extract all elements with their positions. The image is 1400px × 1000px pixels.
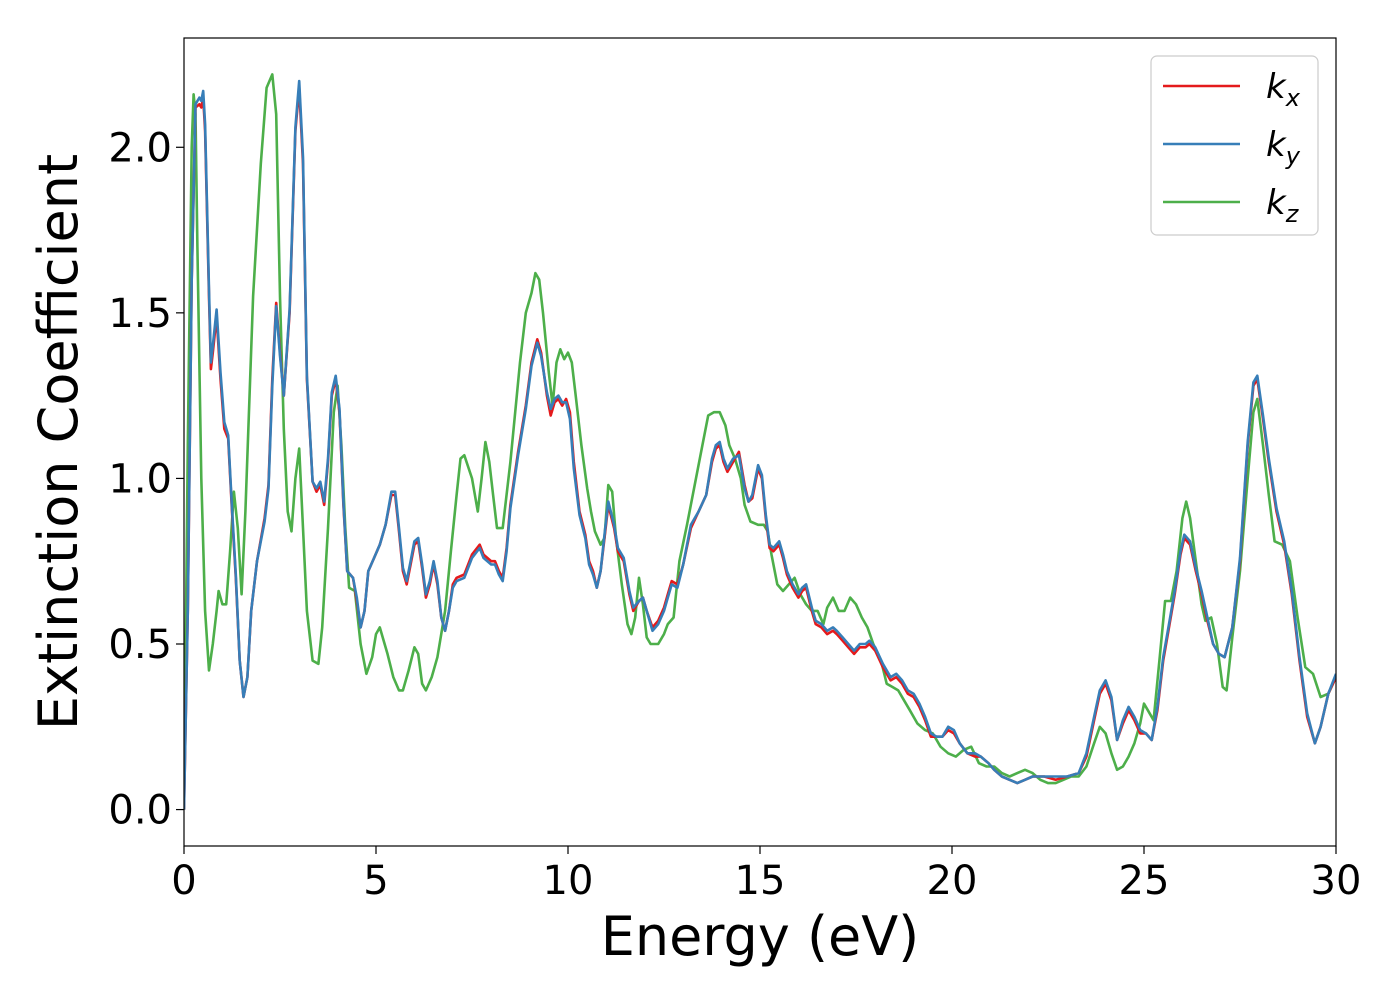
x-tick-label: 30	[1311, 858, 1362, 904]
y-tick-label: 0.0	[108, 788, 172, 834]
y-tick-label: 1.5	[108, 291, 172, 337]
legend-label-subscript: z	[1285, 200, 1300, 228]
legend-label-subscript: x	[1285, 84, 1301, 112]
legend-label-main: k	[1266, 67, 1287, 107]
series-line-kz	[184, 73, 1336, 810]
legend-label-main: k	[1266, 183, 1287, 223]
y-axis-title: Extinction Coefficient	[27, 154, 90, 730]
y-tick-label: 1.0	[108, 456, 172, 502]
x-axis-title: Energy (eV)	[601, 905, 920, 968]
x-tick-label: 0	[171, 858, 196, 904]
legend-label-kx: kx	[1266, 67, 1301, 112]
legend-label-main: k	[1266, 125, 1287, 165]
y-axis: 0.0 0.5 1.0 1.5 2.0	[108, 125, 184, 834]
series-line-ky	[184, 79, 1336, 810]
x-tick-label: 5	[363, 858, 388, 904]
series-layer	[184, 73, 1336, 810]
x-tick-label: 15	[735, 858, 786, 904]
y-tick-label: 0.5	[108, 622, 172, 668]
x-axis: 0 5 10 15 20 25 30	[171, 846, 1361, 904]
x-tick-label: 10	[543, 858, 594, 904]
legend-label-subscript: y	[1285, 142, 1301, 170]
y-tick-label: 2.0	[108, 125, 172, 171]
x-tick-label: 20	[927, 858, 978, 904]
legend-box	[1150, 55, 1319, 236]
legend-label-kz: kz	[1266, 183, 1300, 228]
x-tick-label: 25	[1119, 858, 1170, 904]
legend-label-ky: ky	[1266, 125, 1301, 170]
